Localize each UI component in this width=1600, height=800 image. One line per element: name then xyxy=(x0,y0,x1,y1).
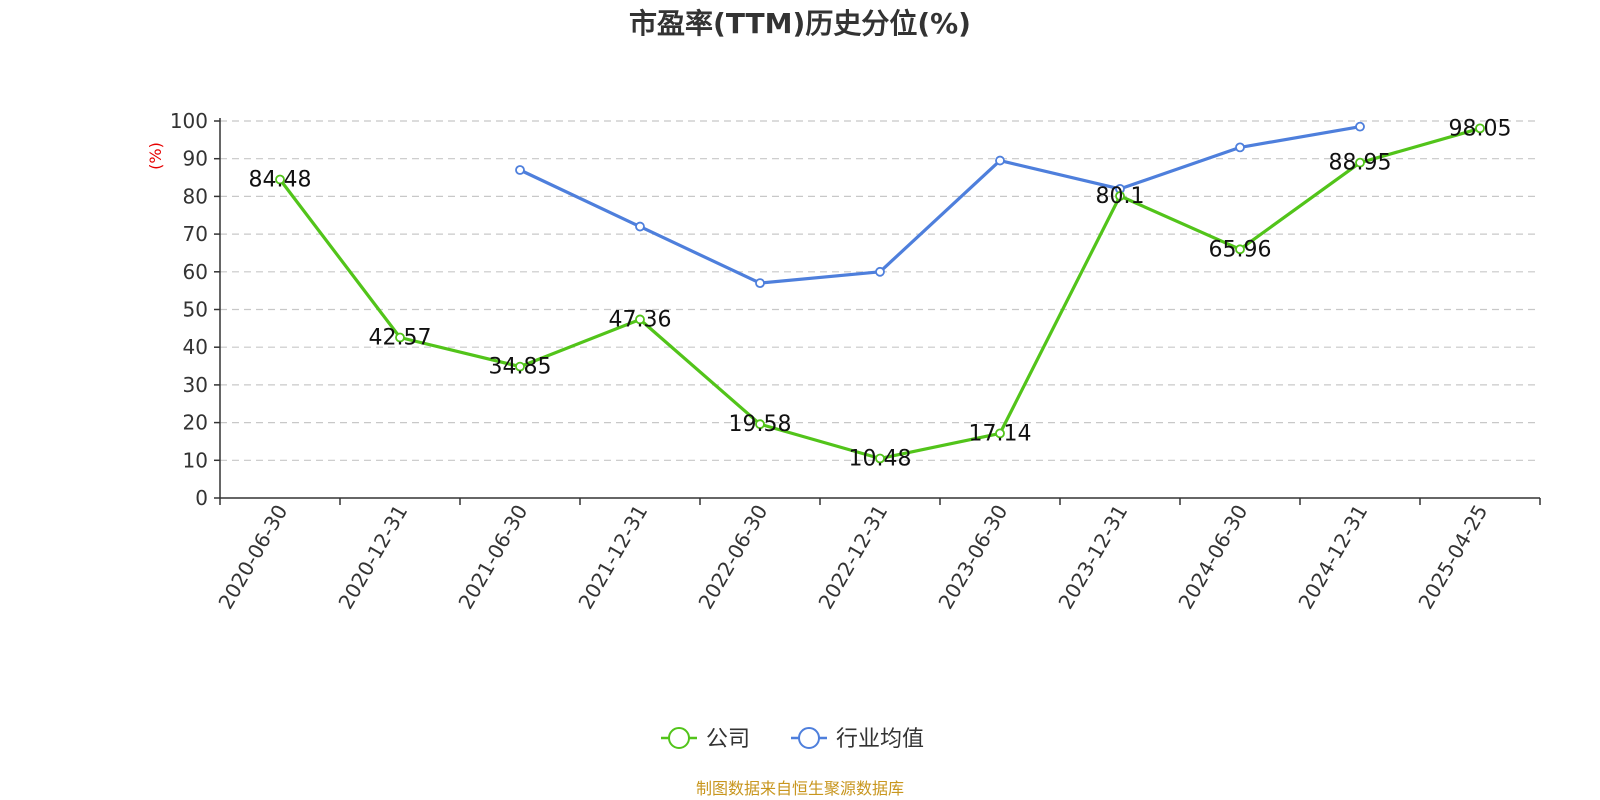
data-label: 88.95 xyxy=(1329,151,1392,176)
y-tick-label: 30 xyxy=(183,373,208,397)
legend-swatch-circle xyxy=(668,727,690,749)
series-layer xyxy=(275,121,1485,464)
x-tick-label: 2024-12-31 xyxy=(1293,501,1372,614)
data-point[interactable] xyxy=(875,453,885,464)
x-tick-label: 2023-06-30 xyxy=(933,501,1012,614)
x-tick-label: 2025-04-25 xyxy=(1413,501,1492,614)
series-line-0 xyxy=(278,126,1481,461)
data-point[interactable] xyxy=(1235,142,1245,153)
data-label: 47.36 xyxy=(609,307,672,332)
data-label: 17.14 xyxy=(969,421,1032,446)
y-tick-label: 40 xyxy=(183,335,208,359)
data-point[interactable] xyxy=(995,428,1005,439)
data-label: 10.48 xyxy=(849,446,912,471)
series-line-1 xyxy=(519,125,1361,285)
legend-item-1[interactable]: 行业均值 xyxy=(791,727,924,752)
data-point[interactable] xyxy=(395,332,405,343)
y-axis-label: (%) xyxy=(146,142,165,170)
x-tick-label: 2023-12-31 xyxy=(1053,501,1132,614)
y-tick-label: 60 xyxy=(183,260,208,284)
legend-label: 公司 xyxy=(706,727,750,752)
data-label: 42.57 xyxy=(369,326,432,351)
data-label: 34.85 xyxy=(489,355,552,380)
y-tick-label: 80 xyxy=(183,184,208,208)
chart-title: 市盈率(TTM)历史分位(%) xyxy=(629,7,971,40)
legend-item-0[interactable]: 公司 xyxy=(661,727,750,752)
axis-layer: 0 10 20 30 40 50 60 70 80 90 100 2020-06-30 2020-12-… xyxy=(170,109,1541,614)
data-label: 19.58 xyxy=(729,412,792,437)
y-tick-label: 70 xyxy=(183,222,208,246)
y-tick-label: 90 xyxy=(183,147,208,171)
x-tick-label: 2020-06-30 xyxy=(213,501,292,614)
data-label: 80.1 xyxy=(1096,184,1145,209)
y-tick-label: 0 xyxy=(195,486,208,510)
data-point[interactable] xyxy=(1235,244,1245,255)
legend[interactable]: 公司 行业均值 xyxy=(661,727,924,752)
y-tick-label: 50 xyxy=(183,298,208,322)
data-point[interactable] xyxy=(275,174,285,185)
x-tick-label: 2022-06-30 xyxy=(693,501,772,614)
data-point[interactable] xyxy=(1355,157,1365,168)
data-point[interactable] xyxy=(635,221,645,232)
data-point[interactable] xyxy=(1475,123,1485,134)
legend-label: 行业均值 xyxy=(836,727,924,752)
x-tick-label: 2020-12-31 xyxy=(333,501,412,614)
legend-swatch-circle xyxy=(798,727,820,749)
data-point[interactable] xyxy=(755,419,765,430)
x-tick-label: 2022-12-31 xyxy=(813,501,892,614)
x-tick-label: 2021-12-31 xyxy=(573,501,652,614)
data-point[interactable] xyxy=(755,278,765,289)
source-footer: 制图数据来自恒生聚源数据库 xyxy=(696,779,904,798)
x-tick-label: 2024-06-30 xyxy=(1173,501,1252,614)
y-tick-label: 20 xyxy=(183,411,208,435)
data-label-layer: 84.48 42.57 34.85 47.36 19.58 10.48 17.14 80.1 6… xyxy=(249,116,1512,471)
y-tick-label: 100 xyxy=(170,109,208,133)
data-label: 65.96 xyxy=(1209,237,1272,262)
data-point[interactable] xyxy=(1115,191,1125,201)
data-point[interactable] xyxy=(875,266,885,277)
data-label: 84.48 xyxy=(249,168,312,193)
data-point[interactable] xyxy=(635,314,645,325)
data-point[interactable] xyxy=(1355,121,1365,132)
data-point[interactable] xyxy=(515,361,525,372)
y-tick-label: 10 xyxy=(183,448,208,472)
data-point[interactable] xyxy=(515,165,525,175)
data-label: 98.05 xyxy=(1449,116,1512,141)
x-tick-label: 2021-06-30 xyxy=(453,501,532,614)
data-point[interactable] xyxy=(995,155,1005,166)
